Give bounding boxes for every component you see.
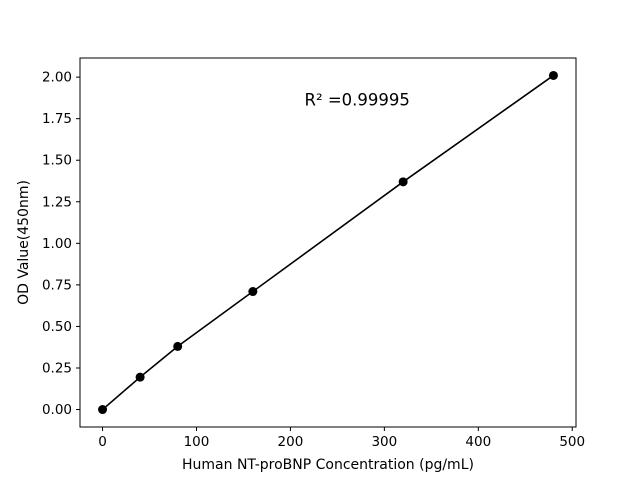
y-tick-label: 1.25 — [42, 194, 72, 210]
data-point — [135, 372, 145, 382]
x-axis-label: Human NT-proBNP Concentration (pg/mL) — [182, 457, 474, 473]
y-tick-label: 0.50 — [42, 319, 72, 335]
x-tick-label: 100 — [184, 434, 210, 450]
y-tick-label: 0.00 — [42, 402, 72, 418]
y-tick-label: 1.00 — [42, 236, 72, 252]
data-point — [398, 177, 408, 187]
y-tick-label: 0.75 — [42, 277, 72, 293]
plot-border — [79, 57, 577, 428]
trend-line — [102, 74, 554, 411]
y-tick-label: 0.25 — [42, 360, 72, 376]
x-tick-label: 500 — [559, 434, 585, 450]
y-tick-label: 1.50 — [42, 153, 72, 169]
data-point — [173, 341, 183, 351]
y-axis-label: OD Value(450nm) — [16, 180, 32, 305]
data-point — [548, 70, 558, 80]
x-tick-label: 0 — [98, 434, 107, 450]
y-tick-label: 2.00 — [42, 70, 72, 86]
data-point — [248, 287, 258, 297]
x-tick-label: 200 — [278, 434, 304, 450]
x-tick-label: 400 — [465, 434, 491, 450]
x-tick-label: 300 — [371, 434, 397, 450]
y-tick-label: 1.75 — [42, 111, 72, 127]
r-squared-annotation: R² =0.99995 — [305, 90, 410, 109]
data-point — [98, 405, 108, 415]
